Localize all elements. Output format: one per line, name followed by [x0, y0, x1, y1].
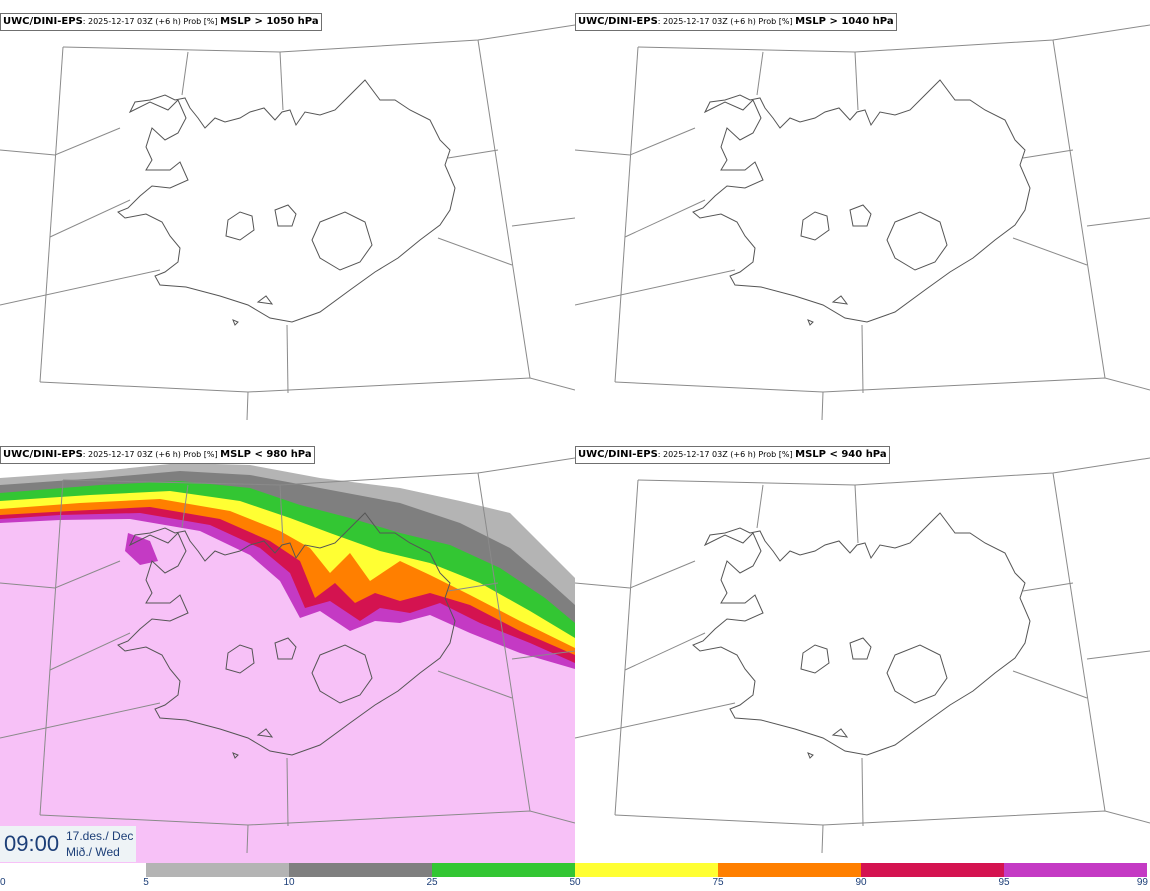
criterion: MSLP < 940 hPa	[795, 449, 887, 460]
legend-tick-label: 75	[712, 877, 724, 888]
run-info: : 2025-12-17 03Z (+6 h) Prob [%]	[657, 450, 796, 459]
map-canvas	[0, 457, 575, 863]
legend-tick-label: 95	[998, 877, 1010, 888]
panel-title: UWC/DINI-EPS: 2025-12-17 03Z (+6 h) Prob…	[0, 13, 322, 31]
prob-band-99	[0, 519, 575, 863]
criterion: MSLP > 1040 hPa	[795, 16, 894, 27]
run-info: : 2025-12-17 03Z (+6 h) Prob [%]	[82, 17, 221, 26]
legend-tick-label: 25	[426, 877, 438, 888]
criterion: MSLP < 980 hPa	[220, 449, 312, 460]
legend-bin-10	[289, 863, 432, 877]
legend-bin-95	[1004, 863, 1147, 877]
panel-title: UWC/DINI-EPS: 2025-12-17 03Z (+6 h) Prob…	[575, 446, 890, 464]
valid-time-box: 09:00 17.des./ Dec Mið./ Wed	[0, 826, 136, 862]
legend-tick-label: 50	[569, 877, 581, 888]
legend-bin-5	[146, 863, 289, 877]
legend-tick-label: 10	[283, 877, 295, 888]
valid-time: 09:00	[4, 831, 60, 856]
legend-tick-label: 0	[0, 877, 6, 888]
legend-bin-25	[432, 863, 575, 877]
map-panel-mslp-lt-940: UWC/DINI-EPS: 2025-12-17 03Z (+6 h) Prob…	[575, 433, 1150, 863]
map-panel-mslp-lt-980: UWC/DINI-EPS: 2025-12-17 03Z (+6 h) Prob…	[0, 433, 575, 863]
model-name: UWC/DINI-EPS	[3, 16, 83, 27]
model-name: UWC/DINI-EPS	[578, 449, 658, 460]
map-panel-mslp-gt-1040: UWC/DINI-EPS: 2025-12-17 03Z (+6 h) Prob…	[575, 0, 1150, 430]
map-canvas	[575, 457, 1150, 854]
map-canvas	[0, 24, 575, 421]
map-canvas	[575, 24, 1150, 421]
legend-bin-50	[575, 863, 718, 877]
run-info: : 2025-12-17 03Z (+6 h) Prob [%]	[82, 450, 221, 459]
legend-bin-90	[861, 863, 1004, 877]
legend-tick-label: 90	[855, 877, 867, 888]
probability-field	[0, 463, 575, 863]
valid-weekday: Mið./ Wed	[66, 845, 120, 859]
map-panel-mslp-gt-1050: UWC/DINI-EPS: 2025-12-17 03Z (+6 h) Prob…	[0, 0, 575, 430]
valid-date: 17.des./ Dec	[66, 829, 134, 843]
prob-blob-west	[125, 533, 158, 565]
panel-title: UWC/DINI-EPS: 2025-12-17 03Z (+6 h) Prob…	[0, 446, 315, 464]
panel-title: UWC/DINI-EPS: 2025-12-17 03Z (+6 h) Prob…	[575, 13, 897, 31]
model-name: UWC/DINI-EPS	[578, 16, 658, 27]
legend-tick-label: 99	[1136, 877, 1148, 888]
legend-bin-75	[718, 863, 861, 877]
model-name: UWC/DINI-EPS	[3, 449, 83, 460]
color-legend: 0 5 10 25 50 75 90 95 99	[0, 862, 1150, 891]
criterion: MSLP > 1050 hPa	[220, 16, 319, 27]
legend-tick-label: 5	[143, 877, 149, 888]
run-info: : 2025-12-17 03Z (+6 h) Prob [%]	[657, 17, 796, 26]
